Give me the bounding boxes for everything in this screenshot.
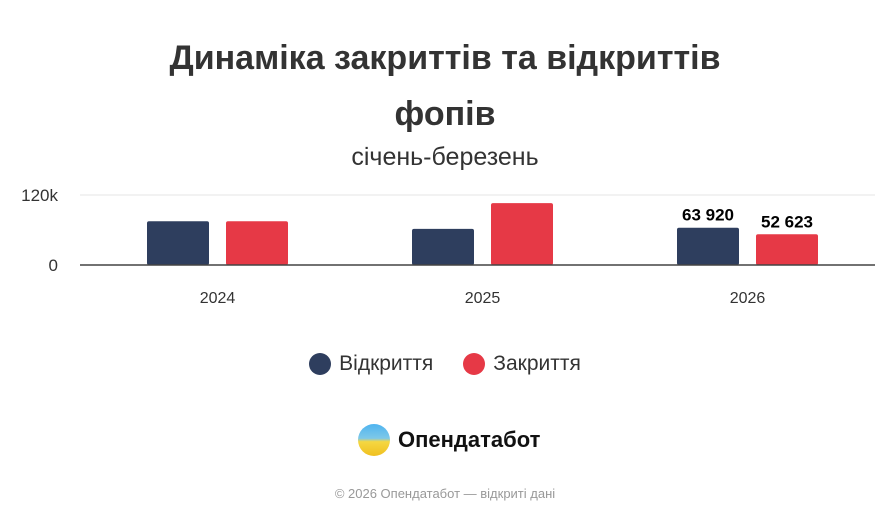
x-tick-label: 2024 — [200, 290, 236, 307]
bar[interactable] — [226, 221, 288, 265]
bar[interactable] — [147, 221, 209, 265]
legend: Відкриття Закриття — [0, 352, 890, 376]
x-tick-label: 2026 — [730, 290, 766, 307]
legend-item-opened[interactable]: Відкриття — [309, 352, 433, 376]
bar[interactable] — [412, 228, 474, 265]
footer: © 2026 Опендатабот — відкриті дані — [334, 486, 556, 501]
data-label: 63 920 — [682, 206, 734, 225]
logo: Опендатабот — [358, 424, 540, 456]
logo-icon — [358, 424, 390, 456]
bar[interactable] — [756, 234, 818, 265]
y-tick-label: 0 — [49, 256, 58, 275]
data-label: 52 623 — [761, 212, 813, 231]
x-tick-label: 2025 — [465, 290, 501, 307]
chart-title: Динаміка закриттів та відкриттів фопів — [169, 39, 721, 133]
legend-item-closed[interactable]: Закриття — [463, 352, 581, 376]
bar[interactable] — [491, 203, 553, 265]
bar[interactable] — [677, 227, 739, 265]
y-tick-label: 120k — [21, 186, 58, 205]
legend-dot — [309, 353, 332, 375]
bar-chart: 0 120k 2024 2025 63 920 52 623 2026 — [21, 186, 875, 307]
chart-subtitle: січень-березень — [351, 143, 539, 171]
legend-dot — [463, 353, 486, 375]
